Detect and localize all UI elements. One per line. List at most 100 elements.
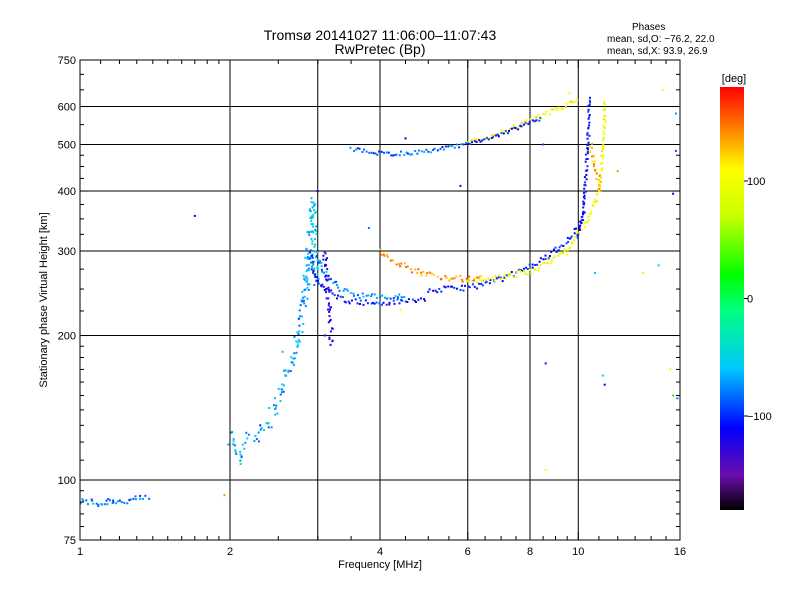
data-point <box>604 121 607 124</box>
data-point <box>310 249 312 252</box>
data-point <box>314 228 317 231</box>
data-point <box>586 147 589 149</box>
data-point <box>547 257 550 260</box>
data-point <box>602 137 605 140</box>
data-point <box>307 252 309 255</box>
phase-colorbar: [deg] 100 0 −100 <box>720 73 772 510</box>
data-point <box>306 231 309 234</box>
data-point <box>307 257 310 260</box>
data-point <box>672 394 675 397</box>
data-point <box>310 219 313 222</box>
data-point <box>367 227 370 229</box>
data-point <box>587 148 590 151</box>
data-point <box>587 219 590 222</box>
data-point <box>585 174 588 176</box>
data-point <box>599 180 602 183</box>
data-point <box>312 201 315 204</box>
data-point <box>398 154 401 157</box>
data-point <box>315 225 317 228</box>
data-point <box>525 119 528 122</box>
x-tick-label: 6 <box>465 546 471 558</box>
data-point <box>554 107 557 110</box>
data-point <box>353 294 355 297</box>
data-point <box>580 222 583 224</box>
data-point <box>588 116 591 119</box>
data-point <box>593 160 596 163</box>
y-tick-label: 400 <box>58 186 76 198</box>
data-point <box>263 429 265 432</box>
data-point <box>343 300 346 303</box>
data-point <box>311 256 314 259</box>
data-point <box>279 400 282 402</box>
data-point <box>293 336 296 338</box>
data-point <box>274 413 277 416</box>
data-point <box>388 301 391 304</box>
data-point <box>259 424 262 427</box>
data-point <box>468 275 471 278</box>
data-point <box>365 150 368 153</box>
data-point <box>582 213 585 216</box>
data-point <box>362 295 365 298</box>
data-point <box>603 383 606 386</box>
data-point <box>497 135 500 138</box>
data-point <box>467 285 470 288</box>
data-point <box>461 280 464 283</box>
data-point <box>590 210 593 213</box>
data-point <box>355 148 357 151</box>
data-point <box>404 300 407 303</box>
data-point <box>267 426 270 429</box>
data-point <box>298 317 301 320</box>
data-point <box>301 300 304 303</box>
data-point <box>420 271 423 274</box>
data-point <box>327 304 330 307</box>
data-point <box>496 133 499 136</box>
data-point <box>576 98 579 101</box>
data-point <box>329 318 332 321</box>
data-point <box>455 143 458 146</box>
data-point <box>385 151 388 154</box>
data-point <box>313 238 316 241</box>
data-point <box>582 196 585 198</box>
data-point <box>598 174 601 177</box>
data-point <box>327 308 329 311</box>
data-point <box>310 201 313 204</box>
y-tick-label: 75 <box>64 535 76 547</box>
data-point <box>112 501 115 504</box>
data-point <box>312 216 315 219</box>
data-point <box>227 443 230 446</box>
data-point <box>323 271 325 274</box>
data-point <box>602 125 605 128</box>
data-point <box>335 280 338 283</box>
data-point <box>303 277 306 280</box>
data-point <box>316 251 319 254</box>
data-point <box>317 259 320 262</box>
data-point <box>296 331 299 334</box>
data-point <box>406 301 409 303</box>
data-point <box>462 143 465 146</box>
data-point <box>475 139 478 142</box>
data-point <box>310 217 313 220</box>
data-point <box>297 344 299 347</box>
data-point <box>507 275 510 278</box>
data-point <box>310 268 313 271</box>
data-point <box>265 422 268 425</box>
data-point <box>492 136 494 139</box>
data-point <box>270 426 273 429</box>
data-point <box>328 290 331 293</box>
data-point <box>295 351 298 354</box>
data-point <box>468 140 471 143</box>
data-point <box>545 110 548 113</box>
data-point <box>416 271 419 274</box>
data-point <box>587 126 590 129</box>
data-point <box>320 268 323 271</box>
data-point <box>329 343 332 346</box>
data-point <box>616 170 619 173</box>
data-point <box>583 191 585 194</box>
data-point <box>476 276 479 279</box>
data-point <box>586 221 589 224</box>
x-tick-label: 4 <box>377 546 383 558</box>
data-point <box>468 286 471 289</box>
data-point <box>324 275 327 278</box>
axis-ticks <box>79 59 681 541</box>
data-point <box>359 303 361 305</box>
